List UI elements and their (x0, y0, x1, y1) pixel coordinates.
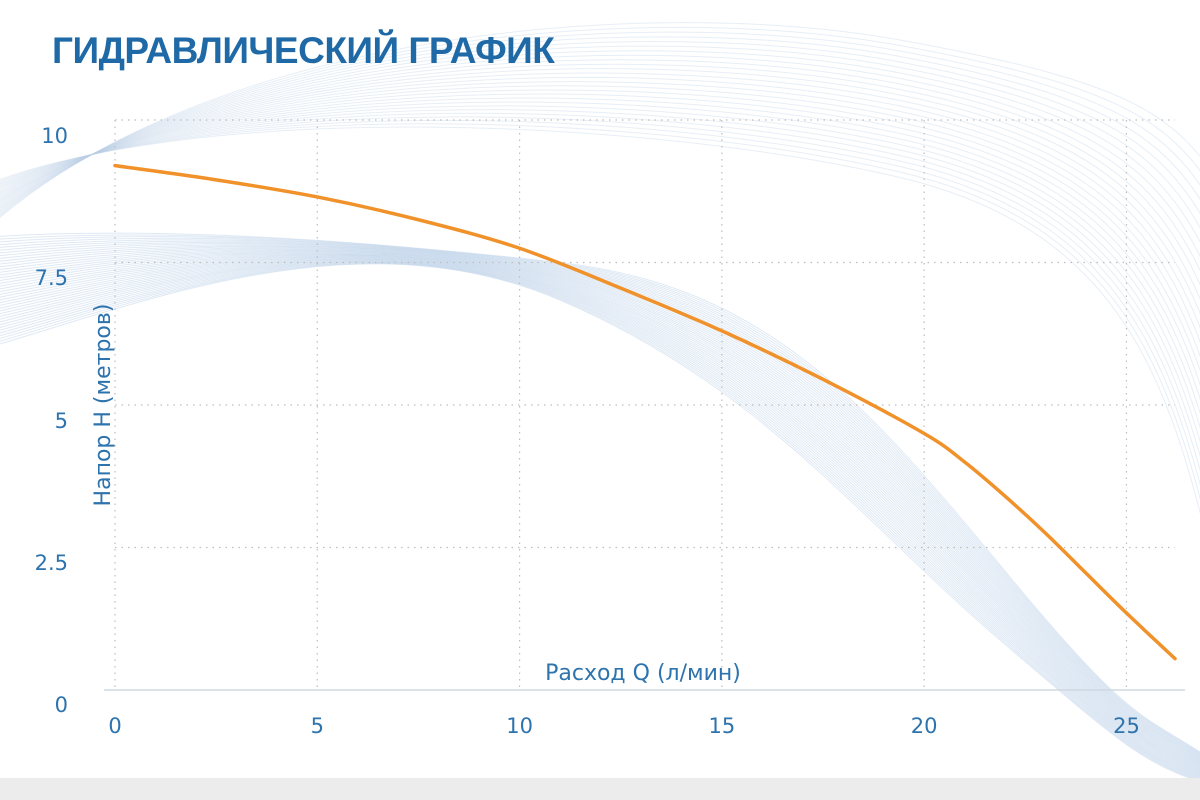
wave-line-upper (0, 31, 1200, 216)
wave-line-upper (0, 109, 1200, 443)
wave-line-upper (0, 105, 1200, 429)
wave-line-lower (0, 252, 1200, 768)
wave-line-lower (0, 262, 1200, 782)
wave-line-upper (0, 50, 1200, 243)
wave-line-lower (0, 263, 1200, 783)
wave-line-lower (0, 257, 1200, 775)
wave-line-lower (0, 254, 1200, 771)
wave-line-lower (0, 256, 1200, 773)
wave-line-lower (0, 258, 1200, 776)
wave-line-upper (0, 26, 1200, 217)
wave-line-lower (0, 255, 1200, 772)
wave-line-lower (0, 244, 1200, 759)
y-tick-label: 0 (55, 693, 68, 717)
wave-line-lower (0, 234, 1200, 754)
y-axis-label: Напор H (метров) (91, 304, 116, 507)
wave-line-lower (0, 258, 1200, 776)
wave-line-upper (0, 101, 1200, 415)
wave-line-lower (0, 243, 1200, 758)
x-tick-label: 5 (311, 714, 324, 738)
wave-line-lower (0, 237, 1200, 755)
x-tick-label: 10 (506, 714, 533, 738)
wave-line-upper (0, 22, 1200, 219)
wave-line-upper (0, 81, 1200, 343)
wave-line-lower (0, 262, 1200, 783)
x-axis-label: Расход Q (л/мин) (545, 661, 741, 686)
wave-line-upper (0, 97, 1200, 400)
wave-line-lower (0, 232, 1200, 753)
wave-line-upper (0, 41, 1200, 215)
wave-line-lower (0, 253, 1200, 769)
y-tick-label: 10 (41, 124, 68, 148)
wave-line-lower (0, 260, 1200, 779)
wave-line-lower (0, 249, 1200, 765)
wave-line-lower (0, 249, 1200, 764)
chart-title: ГИДРАВЛИЧЕСКИЙ ГРАФИК (52, 30, 555, 71)
wave-line-lower (0, 247, 1200, 762)
wave-line-lower (0, 248, 1200, 763)
wave-line-upper (0, 116, 1200, 472)
wave-line-lower (0, 250, 1200, 765)
wave-line-lower (0, 251, 1200, 766)
footer-band (0, 778, 1200, 800)
wave-line-lower (0, 241, 1200, 758)
wave-line-upper (0, 119, 1200, 486)
wave-line-upper (0, 63, 1200, 286)
y-tick-label: 7.5 (35, 266, 68, 290)
wave-line-lower (0, 251, 1200, 767)
wave-line-upper (0, 45, 1200, 229)
wave-line-lower (0, 260, 1200, 780)
x-tick-label: 25 (1113, 714, 1140, 738)
x-tick-label: 0 (108, 714, 121, 738)
wave-line-lower (0, 261, 1200, 780)
wave-line-lower (0, 239, 1200, 756)
wave-line-upper (0, 123, 1200, 500)
wave-line-lower (0, 261, 1200, 781)
wave-line-lower (0, 236, 1200, 755)
wave-line-upper (0, 54, 1200, 258)
pump-curve-line (113, 163, 1177, 661)
wave-line-upper (0, 59, 1200, 272)
wave-line-upper (0, 68, 1200, 301)
x-tick-label: 20 (911, 714, 938, 738)
wave-line-lower (0, 259, 1200, 778)
wave-line-lower (0, 254, 1200, 770)
wave-line-lower (0, 257, 1200, 774)
wave-line-upper (0, 89, 1200, 372)
y-tick-label: 5 (55, 409, 68, 433)
wave-line-lower (0, 253, 1200, 769)
wave-line-upper (0, 126, 1200, 515)
wave-line-lower (0, 240, 1200, 757)
wave-line-upper (0, 112, 1200, 458)
wave-line-upper (0, 36, 1200, 214)
wave-line-lower (0, 256, 1200, 773)
y-tick-label: 2.5 (35, 551, 68, 575)
wave-line-upper (0, 72, 1200, 315)
wave-line-upper (0, 85, 1200, 358)
x-tick-label: 15 (709, 714, 736, 738)
wave-line-upper (0, 93, 1200, 386)
wave-line-upper (0, 76, 1200, 329)
wave-line-lower (0, 259, 1200, 777)
wave-line-lower (0, 246, 1200, 762)
